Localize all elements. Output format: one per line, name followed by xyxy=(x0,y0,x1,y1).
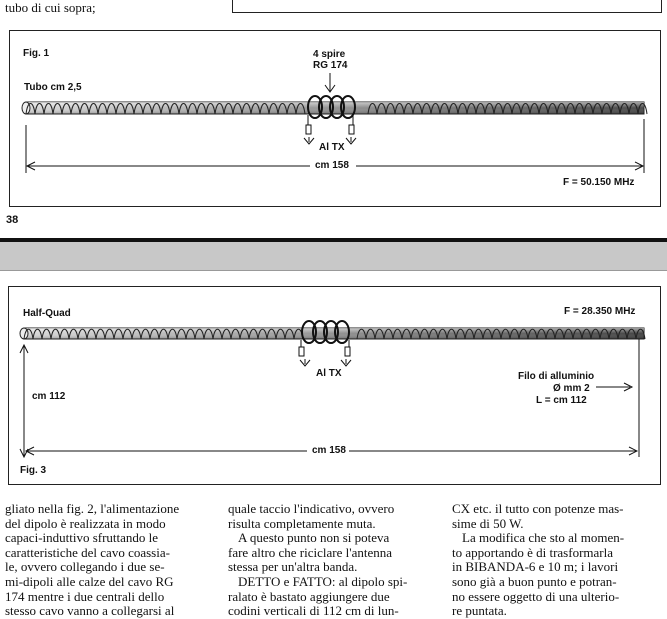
text-column-1: gliato nella fig. 2, l'alimentazione del… xyxy=(5,501,210,619)
helix-winding xyxy=(23,328,646,340)
text-line: no essere oggetto di una ulterio- xyxy=(452,588,620,604)
length-label: cm 158 xyxy=(315,160,349,171)
text-line: in BIBANDA-6 e 10 m; i lavori xyxy=(452,559,619,575)
text-line: mi-dipoli alle calze del cavo RG xyxy=(5,573,174,589)
tx-label: Al TX xyxy=(319,142,345,153)
text-line: sono già a buon punto e potran- xyxy=(452,573,617,589)
text-line: A questo punto non si poteva xyxy=(238,530,390,546)
text-line: ralato è bastato aggiungere due xyxy=(228,588,390,604)
wire-label-line2: Ø mm 2 xyxy=(553,383,590,394)
text-column-3: CX etc. il tutto con potenze mas- sime d… xyxy=(452,501,658,619)
text-line: caratteristiche del cavo coassia- xyxy=(5,544,170,560)
tx-label: Al TX xyxy=(316,368,342,379)
text-line: stessa per un'altra banda. xyxy=(228,559,358,575)
coil-label-line1: 4 spire xyxy=(313,49,346,60)
text-line: DETTO e FATTO: al dipolo spi- xyxy=(238,573,408,589)
figure-3-diagram xyxy=(19,320,646,459)
helix-winding xyxy=(25,103,648,115)
fig3-title: Half-Quad xyxy=(23,308,71,319)
text-column-2: quale taccio l'indicativo, ovvero risult… xyxy=(228,501,433,619)
top-text-fragment: tubo di cui sopra; xyxy=(5,0,96,15)
top-box-outline xyxy=(232,0,662,13)
text-line: capaci-induttivo sfruttando le xyxy=(5,530,159,546)
wire-label-line3: L = cm 112 xyxy=(536,395,587,406)
text-line: re puntata. xyxy=(452,603,507,619)
text-line: La modifica che sto al momen- xyxy=(462,530,625,546)
text-line: risulta completamente muta. xyxy=(228,515,376,531)
text-line: del dipolo è realizzata in modo xyxy=(5,515,166,531)
fig1-label: Fig. 1 xyxy=(23,48,50,59)
figure-3-box: Half-Quad F = 28.350 MHz Al TX Filo di a… xyxy=(8,286,661,485)
coil-4-turns xyxy=(301,320,350,344)
tube-label: Tubo cm 2,5 xyxy=(24,82,82,93)
text-line: quale taccio l'indicativo, ovvero xyxy=(228,501,395,516)
freq-label: F = 50.150 MHz xyxy=(563,177,635,188)
text-line: gliato nella fig. 2, l'alimentazione xyxy=(5,501,180,516)
height-label: cm 112 xyxy=(32,391,66,402)
figure-1-box: Fig. 1 Tubo cm 2,5 4 spire RG 174 Al TX … xyxy=(9,30,661,207)
text-line: fare altro che riciclare l'antenna xyxy=(228,544,393,560)
text-line: CX etc. il tutto con potenze mas- xyxy=(452,501,624,516)
fig3-label: Fig. 3 xyxy=(20,465,47,476)
freq-label: F = 28.350 MHz xyxy=(564,306,636,317)
wire-label-line1: Filo di alluminio xyxy=(518,371,595,382)
text-line: sime di 50 W. xyxy=(452,515,524,531)
page-number: 38 xyxy=(6,214,19,226)
coil-4-turns xyxy=(307,95,356,119)
text-line: codini verticali di 112 cm di lun- xyxy=(228,603,399,619)
length-label: cm 158 xyxy=(312,445,346,456)
figure-1-diagram xyxy=(21,73,648,173)
page-header-band xyxy=(0,242,667,271)
text-line: 174 mentre i due centrali dello xyxy=(5,588,165,604)
page-divider-black xyxy=(0,238,667,242)
text-line: le, ovvero collegando i due se- xyxy=(5,559,165,575)
text-line: stesso cavo vanno a collegarsi al xyxy=(5,603,175,619)
coil-label-line2: RG 174 xyxy=(313,60,348,71)
text-line: to apportando è di trasformarla xyxy=(452,544,613,560)
